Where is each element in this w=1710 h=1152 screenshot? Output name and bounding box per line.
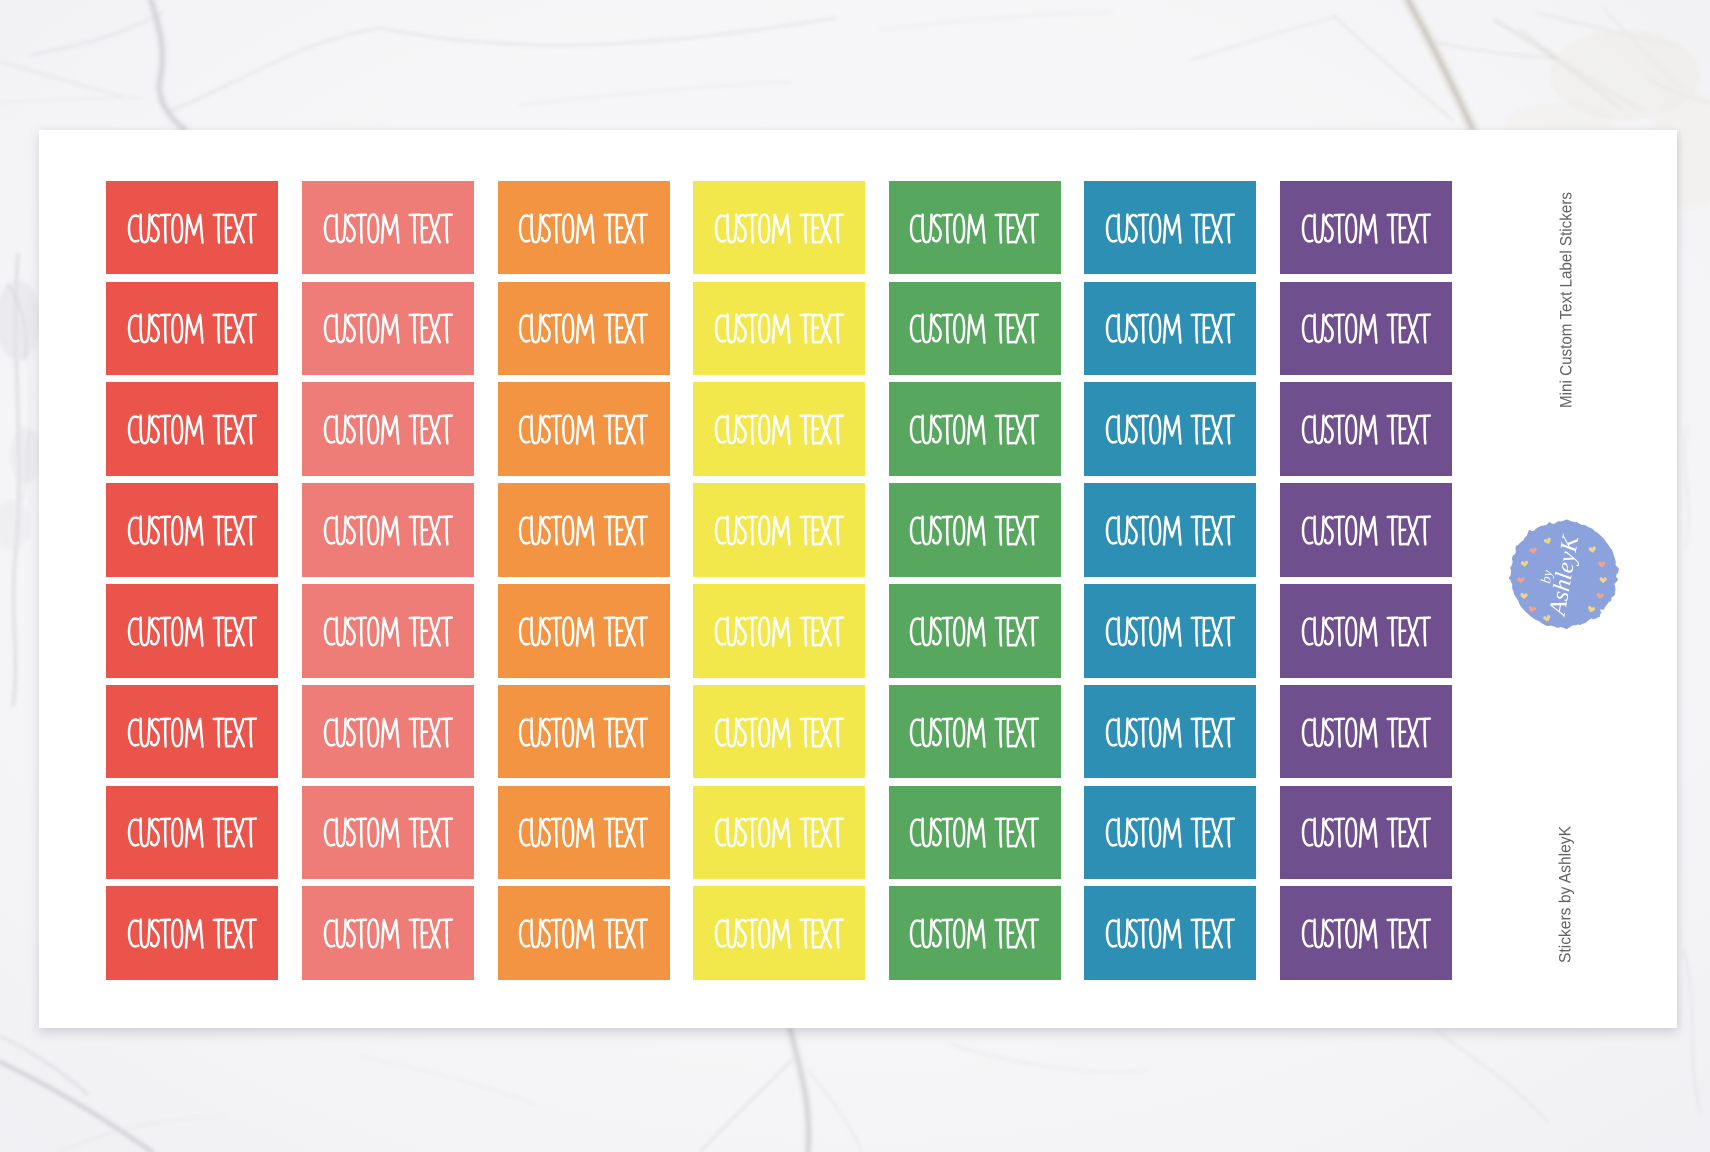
svg-text:Stickers by AshleyK: Stickers by AshleyK <box>1557 826 1575 963</box>
svg-text:by: by <box>1539 568 1556 584</box>
svg-text:Mini Custom Text Label Sticker: Mini Custom Text Label Stickers <box>1558 192 1576 408</box>
